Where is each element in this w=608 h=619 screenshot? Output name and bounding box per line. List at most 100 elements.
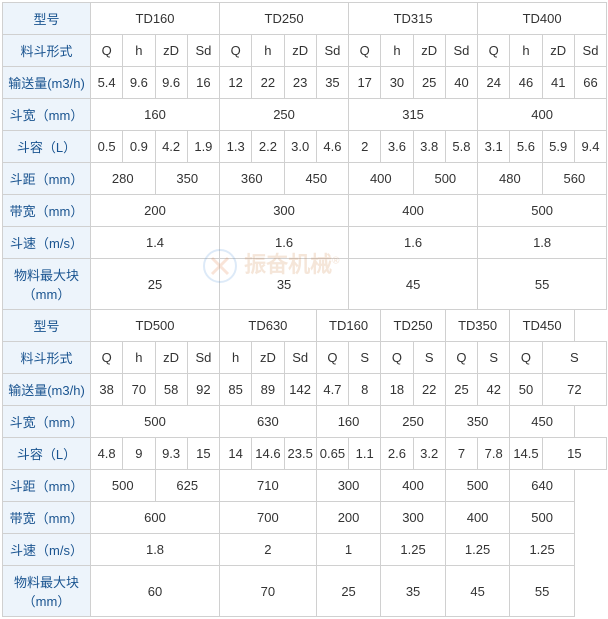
data-cell: S [349, 342, 381, 374]
table-row: 带宽（mm）200300400500 [3, 195, 607, 227]
spec-table: 型号TD160TD250TD315TD400料斗形式QhzDSdQhzDSdQh… [2, 2, 607, 617]
header-cell: 斗速（m/s） [3, 227, 91, 259]
data-cell: 8 [349, 374, 381, 406]
data-cell: 25 [445, 374, 477, 406]
header-cell: TD315 [349, 3, 478, 35]
data-cell: S [413, 342, 445, 374]
data-cell: 89 [252, 374, 284, 406]
data-cell: 250 [381, 406, 446, 438]
header-cell: 斗宽（mm） [3, 99, 91, 131]
data-cell: zD [155, 35, 187, 67]
data-cell: 4.2 [155, 131, 187, 163]
data-cell: 4.8 [91, 438, 123, 470]
data-cell: 3.1 [478, 131, 510, 163]
data-cell: 350 [445, 406, 510, 438]
data-cell: 400 [381, 470, 446, 502]
data-cell: 38 [91, 374, 123, 406]
data-cell: 560 [542, 163, 607, 195]
data-cell: zD [284, 35, 316, 67]
data-cell: Q [349, 35, 381, 67]
data-cell: S [542, 342, 607, 374]
data-cell: 0.65 [316, 438, 348, 470]
data-cell: 92 [187, 374, 219, 406]
data-cell: 14.5 [510, 438, 542, 470]
data-cell: 5.4 [91, 67, 123, 99]
data-cell: 7.8 [478, 438, 510, 470]
header-cell: 带宽（mm） [3, 502, 91, 534]
data-cell: 500 [445, 470, 510, 502]
data-cell: 9.6 [123, 67, 155, 99]
header-cell: 输送量(m3/h) [3, 374, 91, 406]
header-cell: 斗容（L） [3, 131, 91, 163]
data-cell: 12 [220, 67, 252, 99]
data-cell: 72 [542, 374, 607, 406]
data-cell: 1.25 [381, 534, 446, 566]
data-cell: 4.7 [316, 374, 348, 406]
data-cell: 42 [478, 374, 510, 406]
data-cell: 45 [445, 566, 510, 617]
header-cell: 型号 [3, 310, 91, 342]
data-cell: 1.25 [445, 534, 510, 566]
data-cell: 41 [542, 67, 574, 99]
data-cell: 600 [91, 502, 220, 534]
data-cell: 0.5 [91, 131, 123, 163]
data-cell: 1.8 [91, 534, 220, 566]
data-cell: 50 [510, 374, 542, 406]
data-cell: 5.6 [510, 131, 542, 163]
data-cell: 9.3 [155, 438, 187, 470]
data-cell: 280 [91, 163, 156, 195]
data-cell: Q [510, 342, 542, 374]
data-cell: 250 [220, 99, 349, 131]
table-row: 物料最大块（mm）25354555 [3, 259, 607, 310]
data-cell: S [478, 342, 510, 374]
data-cell: 400 [478, 99, 607, 131]
data-cell: 1.3 [220, 131, 252, 163]
header-cell: 斗速（m/s） [3, 534, 91, 566]
data-cell: 200 [316, 502, 381, 534]
data-cell: 500 [91, 470, 156, 502]
data-cell: 400 [349, 195, 478, 227]
data-cell: 4.6 [316, 131, 348, 163]
data-cell: 1.4 [91, 227, 220, 259]
header-cell: 物料最大块（mm） [3, 566, 91, 617]
data-cell: 630 [220, 406, 317, 438]
data-cell: 500 [510, 502, 575, 534]
header-cell: 料斗形式 [3, 342, 91, 374]
data-cell: 450 [510, 406, 575, 438]
data-cell: 1.6 [349, 227, 478, 259]
header-cell: TD400 [478, 3, 607, 35]
header-cell: 物料最大块（mm） [3, 259, 91, 310]
header-cell: TD630 [220, 310, 317, 342]
data-cell: 1.6 [220, 227, 349, 259]
data-cell: 2.6 [381, 438, 413, 470]
table-row: 斗速（m/s）1.41.61.61.8 [3, 227, 607, 259]
data-cell: 500 [91, 406, 220, 438]
data-cell: 46 [510, 67, 542, 99]
table-row: 料斗形式QhzDSdQhzDSdQhzDSdQhzDSd [3, 35, 607, 67]
data-cell: Q [381, 342, 413, 374]
data-cell: 710 [220, 470, 317, 502]
data-cell: 22 [413, 374, 445, 406]
data-cell: 360 [220, 163, 285, 195]
data-cell: 25 [91, 259, 220, 310]
data-cell: 18 [381, 374, 413, 406]
data-cell: Q [316, 342, 348, 374]
data-cell: 3.0 [284, 131, 316, 163]
data-cell: 450 [284, 163, 349, 195]
data-cell: Q [91, 35, 123, 67]
data-cell: 40 [445, 67, 477, 99]
data-cell: 14 [220, 438, 252, 470]
data-cell: 350 [155, 163, 220, 195]
data-cell: 160 [316, 406, 381, 438]
data-cell: 400 [349, 163, 414, 195]
data-cell: 7 [445, 438, 477, 470]
data-cell: h [123, 35, 155, 67]
data-cell: 23 [284, 67, 316, 99]
data-cell: 1 [316, 534, 381, 566]
data-cell: zD [413, 35, 445, 67]
table-row: 斗宽（mm）160250315400 [3, 99, 607, 131]
header-cell: TD160 [91, 3, 220, 35]
data-cell: Sd [574, 35, 606, 67]
data-cell: 9.4 [574, 131, 606, 163]
data-cell: Q [445, 342, 477, 374]
